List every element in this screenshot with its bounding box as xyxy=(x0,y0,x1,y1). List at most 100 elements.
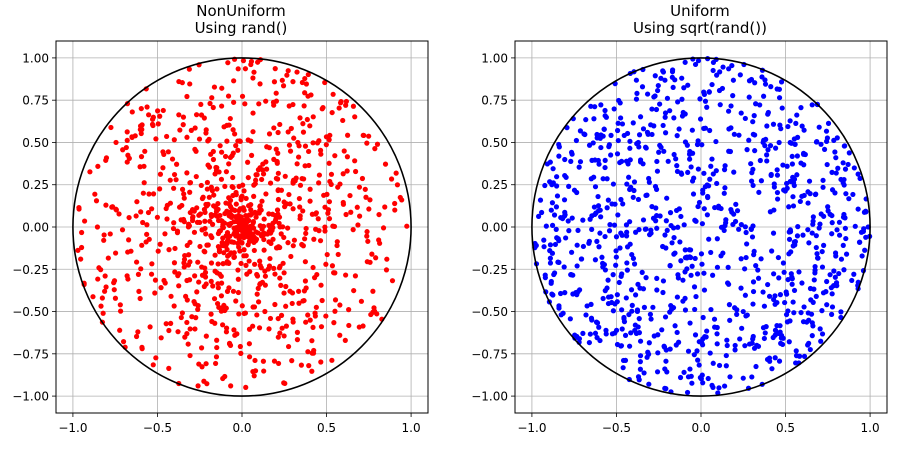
data-point xyxy=(187,352,193,359)
data-point xyxy=(597,207,603,213)
x-tick-label: 1.0 xyxy=(861,421,880,435)
data-point xyxy=(652,73,658,79)
data-point xyxy=(605,294,612,300)
data-point xyxy=(285,68,291,74)
data-point xyxy=(727,374,733,380)
data-point xyxy=(238,214,244,220)
data-point xyxy=(307,123,313,129)
data-point xyxy=(179,186,186,192)
data-point xyxy=(208,151,214,157)
data-point xyxy=(806,340,812,346)
data-point xyxy=(698,251,705,257)
data-point xyxy=(863,209,869,215)
data-point xyxy=(149,116,156,122)
data-point xyxy=(182,334,188,340)
data-point xyxy=(233,143,239,149)
data-point xyxy=(140,219,146,226)
data-point xyxy=(632,327,638,334)
data-point xyxy=(789,274,795,280)
data-point xyxy=(726,281,732,287)
data-point xyxy=(660,278,667,284)
data-point xyxy=(840,242,846,248)
data-point xyxy=(663,347,669,353)
data-point xyxy=(714,341,720,347)
data-point xyxy=(835,165,841,171)
data-point xyxy=(684,389,691,396)
data-point xyxy=(776,139,782,146)
data-point xyxy=(253,229,259,235)
data-point xyxy=(278,312,285,318)
data-point xyxy=(231,225,237,231)
data-point xyxy=(617,100,623,106)
uniform-scatter-plot: Uniform Using sqrt(rand()) −1.0 −0.5 0.0 0.… xyxy=(471,2,888,435)
data-point xyxy=(600,176,606,182)
data-point xyxy=(241,310,247,317)
data-point xyxy=(372,146,378,152)
data-point xyxy=(591,116,597,122)
data-point xyxy=(388,176,395,182)
data-point xyxy=(544,161,550,167)
data-point xyxy=(202,225,208,232)
data-point xyxy=(730,221,736,228)
data-point xyxy=(790,203,797,209)
data-point xyxy=(763,136,769,143)
data-point xyxy=(611,106,617,112)
data-point xyxy=(721,190,727,196)
data-point xyxy=(689,178,696,184)
data-point xyxy=(273,217,279,223)
data-point xyxy=(592,157,598,163)
data-point xyxy=(694,271,701,277)
data-point xyxy=(286,191,292,198)
data-point xyxy=(252,181,258,187)
data-point xyxy=(760,325,767,331)
data-point xyxy=(275,334,281,340)
data-point xyxy=(235,289,242,296)
data-point xyxy=(720,64,726,70)
data-point xyxy=(95,163,101,169)
data-point xyxy=(260,171,267,177)
data-point xyxy=(625,161,631,167)
data-point xyxy=(612,330,618,336)
data-point xyxy=(614,292,620,298)
data-point xyxy=(660,122,666,129)
data-point xyxy=(600,133,606,139)
data-point xyxy=(695,203,701,210)
data-point xyxy=(584,303,590,309)
data-point xyxy=(331,270,337,276)
data-point xyxy=(695,357,701,363)
data-point xyxy=(112,250,119,256)
data-point xyxy=(184,93,190,100)
data-point xyxy=(801,353,808,359)
data-point xyxy=(769,366,775,372)
data-point xyxy=(111,278,118,284)
data-point xyxy=(374,141,381,147)
data-point xyxy=(214,186,220,192)
data-point xyxy=(670,84,676,91)
data-point xyxy=(364,233,370,239)
data-point xyxy=(310,140,316,146)
data-point xyxy=(144,104,150,110)
data-point xyxy=(765,281,771,288)
data-point xyxy=(824,278,830,285)
data-point xyxy=(673,207,680,214)
data-point xyxy=(218,217,224,224)
data-point xyxy=(261,247,267,253)
data-point xyxy=(611,222,618,228)
data-point xyxy=(533,242,539,249)
data-point xyxy=(647,311,654,317)
data-point xyxy=(178,314,184,321)
data-point xyxy=(302,143,309,149)
data-point xyxy=(774,172,781,178)
data-point xyxy=(660,69,667,75)
data-point xyxy=(648,122,654,128)
y-tick-label: −1.00 xyxy=(471,390,508,404)
data-point xyxy=(841,176,847,183)
data-point xyxy=(706,89,712,95)
data-point xyxy=(202,269,209,276)
data-point xyxy=(813,233,819,239)
data-point xyxy=(770,230,777,236)
data-point xyxy=(137,295,143,302)
data-point xyxy=(212,268,218,274)
data-point xyxy=(120,339,127,345)
data-point xyxy=(659,327,665,333)
